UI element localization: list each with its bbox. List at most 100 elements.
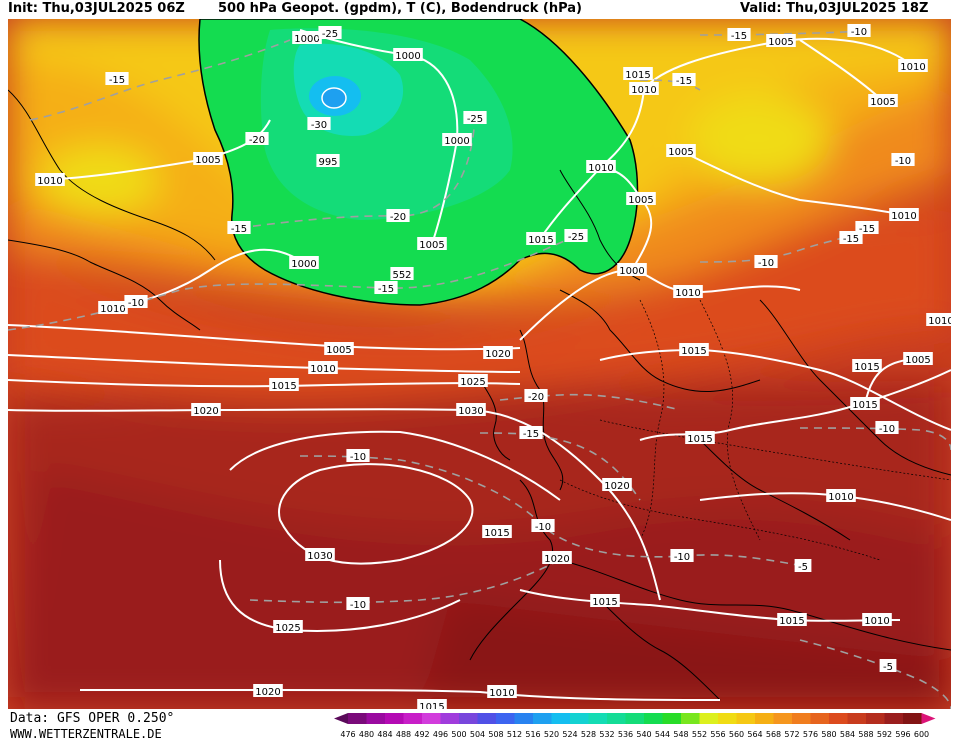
pressure-label-box <box>193 152 223 165</box>
pressure-label: 1015 <box>679 343 709 357</box>
colorbar-tick-label: 540 <box>636 730 651 739</box>
temperature-label-box <box>670 549 694 562</box>
temperature-label-text: -15 <box>523 429 539 440</box>
colorbar-cell <box>607 713 626 724</box>
pressure-label-text: 1010 <box>864 616 889 627</box>
colorbar-cell <box>662 713 681 724</box>
colorbar-tick-label: 564 <box>747 730 762 739</box>
pressure-label-text: 1025 <box>275 623 300 634</box>
pressure-label-text: 1020 <box>485 349 510 360</box>
colorbar-cell <box>385 713 404 724</box>
pressure-label: 1015 <box>417 699 447 709</box>
pressure-label-text: 1015 <box>687 434 712 445</box>
temperature-label: -15 <box>374 281 398 295</box>
pressure-label-text: 1010 <box>489 688 514 699</box>
temperature-label: -10 <box>847 24 871 38</box>
pressure-label-text: 1015 <box>852 400 877 411</box>
temperature-label-text: -15 <box>231 224 247 235</box>
pressure-label-box <box>35 173 65 186</box>
weather-map: 1005 1010 1015 1010 1005 1005 1005 1010 1010 1015… <box>8 19 951 709</box>
temperature-label-box <box>879 659 897 672</box>
pressure-label-text: 1010 <box>310 364 335 375</box>
pressure-label-box <box>926 313 951 326</box>
pressure-label-text: 1005 <box>195 155 220 166</box>
pressure-label: 1005 <box>868 94 898 108</box>
temperature-label: -10 <box>531 519 555 533</box>
pressure-label-box <box>673 285 703 298</box>
temperature-label-box <box>307 117 331 130</box>
pressure-label: 1015 <box>269 378 299 392</box>
temperature-label-box <box>519 426 543 439</box>
pressure-label-box <box>685 431 715 444</box>
init-time: Init: Thu,03JUL2025 06Z <box>8 1 185 16</box>
pressure-label: 1020 <box>253 684 283 698</box>
temperature-label: -15 <box>519 426 543 440</box>
map-title: 500 hPa Geopot. (gpdm), T (C), Bodendruc… <box>218 1 582 16</box>
pressure-label-box <box>586 160 616 173</box>
temperature-label-text: -25 <box>322 29 338 40</box>
colorbar-ticks: 476 480 484 488 492 496 500 504 508 512 516 520 524 5… <box>340 730 929 739</box>
colorbar-tick-label: 544 <box>655 730 670 739</box>
temperature-label-box <box>531 519 555 532</box>
colorbar-cell <box>348 713 367 724</box>
pressure-label-box <box>269 378 299 391</box>
temperature-label-text: -20 <box>249 135 265 146</box>
pressure-label-box <box>850 397 880 410</box>
pressure-label-box <box>777 613 807 626</box>
colorbar-cell <box>570 713 589 724</box>
pressure-label: 1020 <box>483 346 513 360</box>
pressure-label-text: 1000 <box>294 34 319 45</box>
colorbar-cell <box>334 713 348 724</box>
colorbar-cell <box>644 713 663 724</box>
pressure-label-text: 1015 <box>681 346 706 357</box>
pressure-label-text: 1015 <box>592 597 617 608</box>
pressure-label-text: 1030 <box>458 406 483 417</box>
colorbar-tick-label: 548 <box>673 730 688 739</box>
temperature-label: -10 <box>124 295 148 309</box>
temperature-label: -20 <box>524 389 548 403</box>
temperature-label: -10 <box>875 421 899 435</box>
pressure-label-box <box>305 548 335 561</box>
temperature-label-text: -10 <box>350 452 366 463</box>
temperature-label: -5 <box>794 559 812 573</box>
pressure-label-text: 1010 <box>928 316 951 327</box>
pressure-label: 1010 <box>898 59 928 73</box>
pressure-label: 1010 <box>98 301 128 315</box>
temperature-label-box <box>672 73 696 86</box>
colorbar-tick-label: 600 <box>914 730 929 739</box>
colorbar-tick-label: 512 <box>507 730 522 739</box>
pressure-label: 1015 <box>526 232 556 246</box>
pressure-label-box <box>602 478 632 491</box>
pressure-label-box <box>626 192 656 205</box>
temperature-label: -25 <box>463 111 487 125</box>
temperature-label-box <box>374 281 398 294</box>
pressure-label-text: 1015 <box>419 702 444 709</box>
colorbar-cell <box>477 713 496 724</box>
temperature-label: -30 <box>307 117 331 131</box>
temperature-label-text: -5 <box>798 562 808 573</box>
pressure-label-text: 1015 <box>484 528 509 539</box>
pressure-label: 1015 <box>850 397 880 411</box>
pressure-label: 1015 <box>623 67 653 81</box>
temperature-label-text: -15 <box>859 224 875 235</box>
temperature-label-text: -25 <box>568 232 584 243</box>
pressure-label-box <box>417 237 447 250</box>
temperature-label: -15 <box>227 221 251 235</box>
colorbar-tick-label: 552 <box>692 730 707 739</box>
colorbar-cell <box>884 713 903 724</box>
temperature-label-box <box>891 153 915 166</box>
pressure-label-box <box>289 256 319 269</box>
pressure-label-box <box>898 59 928 72</box>
temperature-label-box <box>754 255 778 268</box>
pressure-label: 1030 <box>456 403 486 417</box>
pressure-label: 1030 <box>305 548 335 562</box>
pressure-label-box <box>766 34 796 47</box>
colorbar-tick-label: 536 <box>618 730 633 739</box>
pressure-label-text: 1005 <box>419 240 444 251</box>
pressure-label-box <box>483 346 513 359</box>
pressure-label-text: 1010 <box>891 211 916 222</box>
temperature-label-box <box>524 389 548 402</box>
pressure-label-text: 1025 <box>460 377 485 388</box>
pressure-label: 1005 <box>193 152 223 166</box>
temperature-label-text: -10 <box>350 600 366 611</box>
